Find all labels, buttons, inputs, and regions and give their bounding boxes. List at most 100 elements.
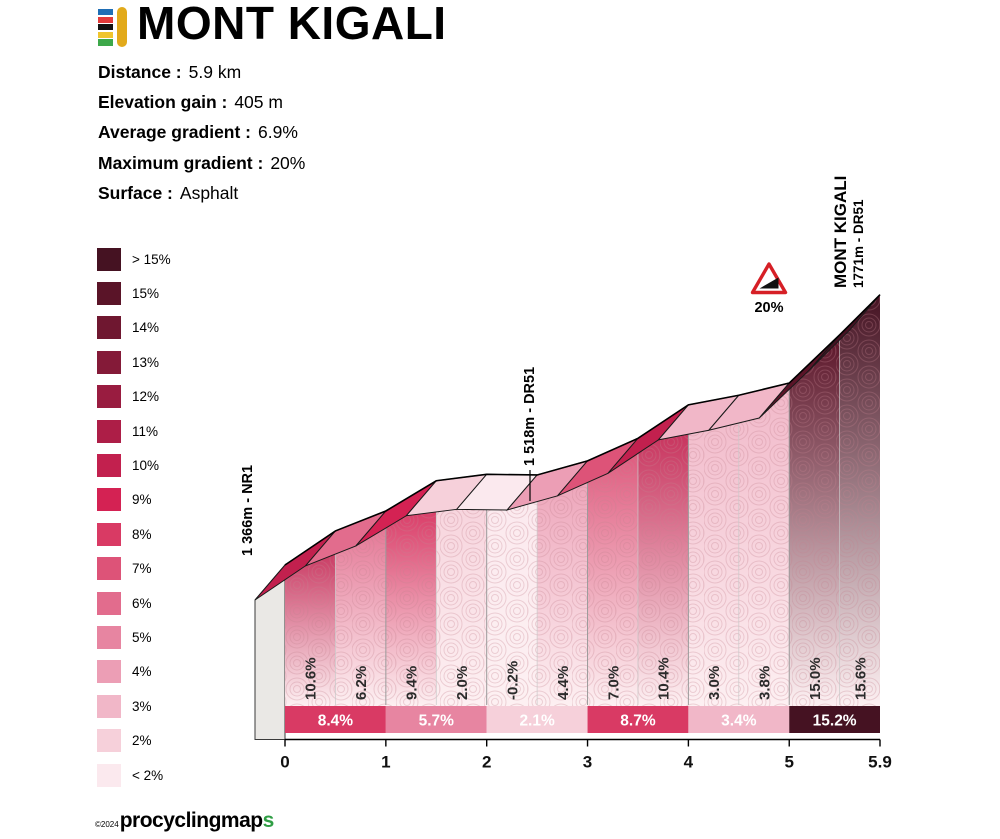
legend-row: 11% — [97, 414, 171, 448]
stat-value: 405 m — [234, 92, 283, 113]
x-axis-tick-label: 2 — [482, 753, 491, 772]
stripe — [98, 24, 113, 31]
km-gradient-cell — [385, 706, 487, 733]
segment-gradient-label: 3.0% — [706, 666, 723, 700]
mid-elevation-label: 1 518m - DR51 — [522, 367, 538, 466]
brand-mark-icon — [98, 7, 132, 49]
km-gradient-label: 8.4% — [318, 713, 354, 730]
segment-gradient-label: 15.6% — [852, 657, 869, 700]
legend-label: < 2% — [132, 767, 164, 783]
legend-swatch — [97, 625, 121, 649]
stripe — [98, 39, 113, 46]
legend-label: 11% — [132, 423, 159, 439]
segment-gradient-label: 10.6% — [303, 657, 320, 700]
stat-value: 5.9 km — [188, 61, 242, 82]
km-gradient-label: 3.4% — [721, 713, 757, 730]
stat-label: Distance : — [98, 61, 182, 82]
page-title: MONT KIGALI — [137, 0, 447, 49]
stat-distance: Distance : 5.9 km — [98, 57, 305, 87]
stat-value: 6.9% — [258, 122, 298, 143]
stripe — [98, 16, 113, 23]
legend-swatch — [97, 488, 121, 512]
legend-label: 7% — [132, 561, 152, 577]
segment-gradient-label: 10.4% — [656, 657, 673, 700]
legend-swatch — [97, 729, 121, 753]
legend-label: 9% — [132, 492, 152, 508]
segment-gradient-label: 4.4% — [555, 666, 572, 700]
profile-outline — [284, 294, 881, 566]
brand-bar-icon — [117, 7, 127, 47]
legend-swatch — [97, 591, 121, 615]
legend-swatch — [97, 557, 121, 581]
start-elevation-label: 1 366m - NR1 — [240, 465, 256, 556]
segment-gradient-label: 6.2% — [353, 666, 370, 700]
legend-label: 2% — [132, 733, 152, 749]
x-axis-tick-label: 3 — [583, 753, 592, 772]
stat-label: Elevation gain : — [98, 92, 228, 113]
stat-maximum-gradient: Maximum gradient : 20% — [98, 148, 305, 178]
km-gradient-label: 8.7% — [620, 713, 656, 730]
legend-swatch — [97, 694, 121, 718]
max-gradient-sign: 20% — [750, 262, 788, 316]
legend-swatch — [97, 282, 121, 306]
legend-swatch — [97, 385, 121, 409]
segment-gradient-label: 15.0% — [807, 657, 824, 700]
legend-label: > 15% — [132, 251, 171, 267]
legend-swatch — [97, 247, 121, 271]
max-gradient-sign-label: 20% — [754, 300, 783, 316]
x-axis-tick-label: 5 — [785, 753, 794, 772]
copyright-text: ©2024 — [95, 820, 119, 829]
legend-swatch — [97, 316, 121, 340]
legend-label: 4% — [132, 664, 152, 680]
km-gradient-label: 5.7% — [419, 713, 455, 730]
km-gradient-cell — [587, 706, 689, 733]
legend-swatch — [97, 350, 121, 374]
segment-gradient-label: 7.0% — [605, 666, 622, 700]
profile-left-face — [254, 563, 286, 740]
legend-label: 12% — [132, 389, 160, 405]
footer: ©2024 procyclingmaps — [95, 809, 274, 833]
stat-surface: Surface : Asphalt — [98, 179, 305, 209]
segment-gradient-label: -0.2% — [504, 661, 521, 700]
x-axis-tick-label: 5.9 — [868, 753, 892, 772]
brand-main: procyclingmap — [119, 809, 263, 832]
scallop-pattern-overlay — [285, 294, 880, 706]
legend-row: 9% — [97, 483, 171, 517]
km-gradient-cell — [486, 706, 588, 733]
legend-label: 6% — [132, 595, 152, 611]
steep-slope-glyph — [759, 277, 779, 289]
gradient-legend: > 15% 15% 14% 13% 12% 11% 10% 9% 8% 7% 6% 5% 4% 3% 2% <… — [97, 242, 171, 792]
legend-swatch — [97, 419, 121, 443]
legend-swatch — [97, 454, 121, 478]
legend-row: 8% — [97, 517, 171, 551]
km-gradient-cell — [285, 706, 386, 733]
x-axis-tick-label: 0 — [280, 753, 289, 772]
stripe — [98, 9, 113, 16]
legend-row: 12% — [97, 380, 171, 414]
legend-label: 5% — [132, 629, 152, 645]
legend-row: 15% — [97, 276, 171, 310]
legend-row: 10% — [97, 448, 171, 482]
legend-label: 13% — [132, 354, 160, 370]
km-gradient-cell — [688, 706, 790, 733]
uci-stripes-icon — [98, 9, 113, 47]
legend-swatch — [97, 522, 121, 546]
stat-elevation-gain: Elevation gain : 405 m — [98, 87, 305, 117]
legend-row: 6% — [97, 586, 171, 620]
stat-label: Average gradient : — [98, 122, 252, 143]
legend-row: 14% — [97, 311, 171, 345]
legend-label: 10% — [132, 458, 160, 474]
brand-accent: s — [262, 809, 275, 832]
legend-swatch — [97, 763, 121, 787]
km-gradient-label: 2.1% — [519, 713, 555, 730]
legend-swatch — [97, 660, 121, 684]
legend-row: 7% — [97, 552, 171, 586]
legend-label: 14% — [132, 320, 160, 336]
brand-name: procyclingmaps — [119, 809, 275, 833]
legend-row: < 2% — [97, 758, 171, 792]
legend-label: 8% — [132, 526, 152, 542]
stat-label: Maximum gradient : — [98, 152, 264, 173]
x-axis-tick-label: 1 — [381, 753, 390, 772]
